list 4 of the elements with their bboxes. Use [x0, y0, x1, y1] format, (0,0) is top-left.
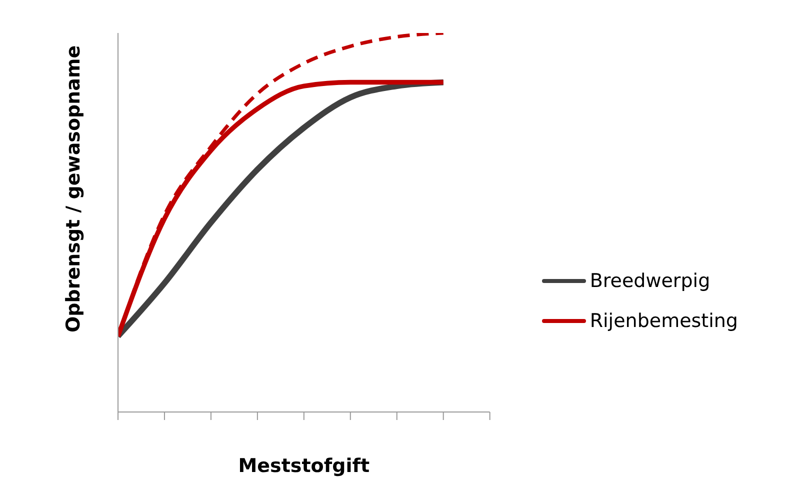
y-axis-title: Opbrensgt / gewasopname [62, 45, 85, 332]
x-axis-title: Meststofgift [238, 455, 370, 477]
legend-label: Breedwerpig [590, 270, 710, 292]
legend-label: Rijenbemesting [590, 310, 738, 332]
